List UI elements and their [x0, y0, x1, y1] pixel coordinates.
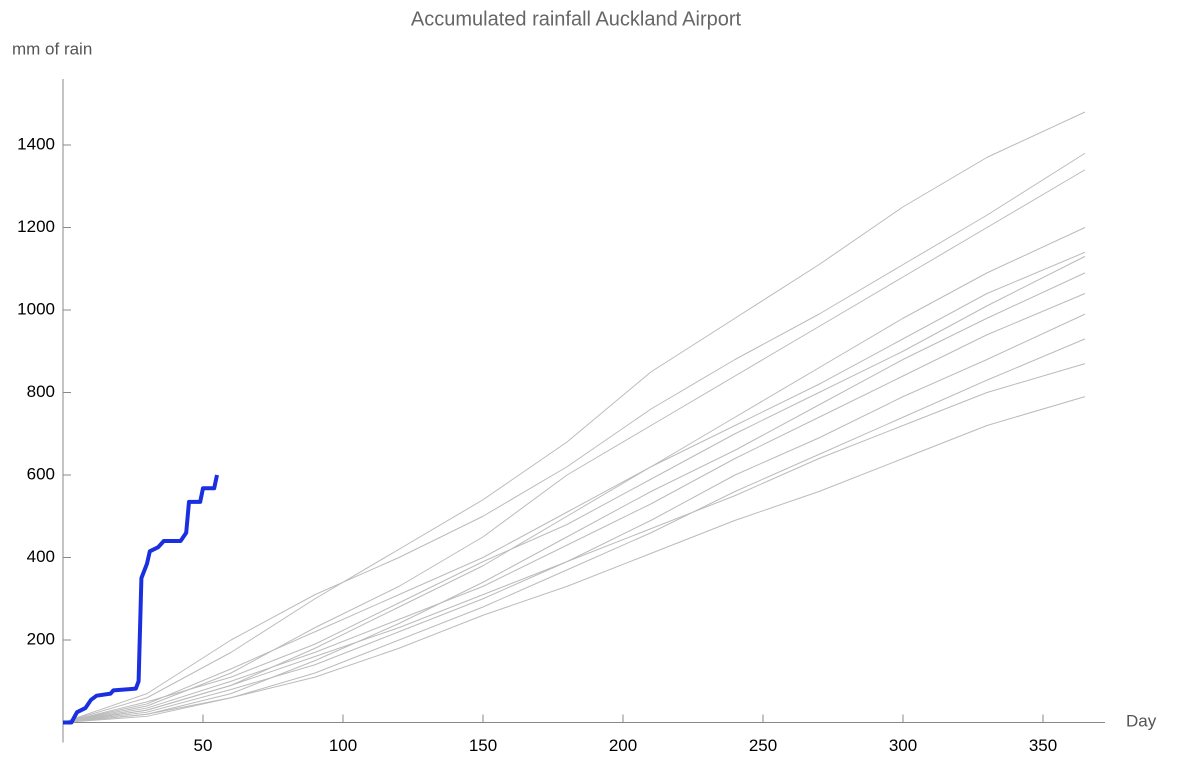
y-tick-label: 800: [27, 382, 55, 401]
series-line: [62, 313, 1086, 723]
series-line: [62, 272, 1086, 723]
y-tick-label: 200: [27, 629, 55, 648]
y-tick-label: 1200: [17, 217, 55, 236]
x-tick-label: 200: [609, 736, 637, 755]
series-line: [62, 111, 1086, 723]
x-tick-label: 250: [749, 736, 777, 755]
x-tick-label: 150: [469, 736, 497, 755]
series-line: [62, 396, 1086, 723]
series-line: [62, 363, 1086, 723]
series-line: [62, 251, 1086, 723]
x-tick-label: 100: [329, 736, 357, 755]
y-tick-label: 1400: [17, 134, 55, 153]
x-tick-label: 300: [889, 736, 917, 755]
x-axis-label: Day: [1126, 711, 1157, 730]
series-line: [63, 474, 219, 725]
x-tick-label: 350: [1029, 736, 1057, 755]
series-line: [62, 169, 1086, 723]
series-line: [62, 255, 1086, 723]
y-tick-label: 600: [27, 464, 55, 483]
y-tick-label: 1000: [17, 299, 55, 318]
x-tick-label: 50: [194, 736, 213, 755]
series-line: [62, 338, 1086, 723]
chart-title: Accumulated rainfall Auckland Airport: [411, 8, 742, 30]
series-line: [62, 152, 1086, 723]
y-tick-label: 400: [27, 547, 55, 566]
series-line: [62, 293, 1086, 723]
y-axis-label: mm of rain: [12, 39, 92, 58]
